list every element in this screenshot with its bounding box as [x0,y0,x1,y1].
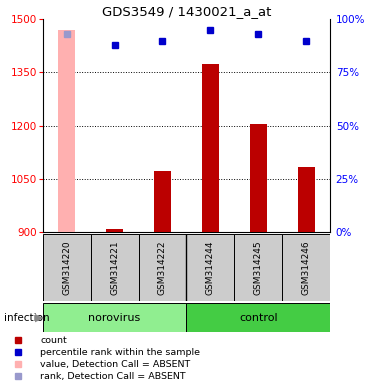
Text: GSM314222: GSM314222 [158,241,167,295]
Text: GSM314220: GSM314220 [62,240,71,295]
Text: GSM314221: GSM314221 [110,240,119,295]
Text: rank, Detection Call = ABSENT: rank, Detection Call = ABSENT [40,372,186,381]
Bar [91,234,138,301]
Text: GSM314246: GSM314246 [302,240,311,295]
Bar [298,167,315,232]
Bar [234,234,282,301]
Text: percentile rank within the sample: percentile rank within the sample [40,348,200,357]
Text: GSM314245: GSM314245 [254,240,263,295]
Bar [58,30,75,232]
Title: GDS3549 / 1430021_a_at: GDS3549 / 1430021_a_at [102,5,271,18]
Bar [154,171,171,232]
Text: ▶: ▶ [35,313,44,323]
Text: GSM314244: GSM314244 [206,241,215,295]
Bar [43,234,91,301]
Text: infection: infection [4,313,49,323]
Text: value, Detection Call = ABSENT: value, Detection Call = ABSENT [40,359,190,369]
Text: control: control [239,313,278,323]
Bar [138,234,186,301]
Bar [186,303,330,332]
Text: count: count [40,336,67,344]
Text: norovirus: norovirus [88,313,141,323]
Bar [282,234,330,301]
Bar [202,64,219,232]
Bar [43,303,187,332]
Bar [186,234,234,301]
Bar [106,230,123,232]
Bar [250,124,267,232]
